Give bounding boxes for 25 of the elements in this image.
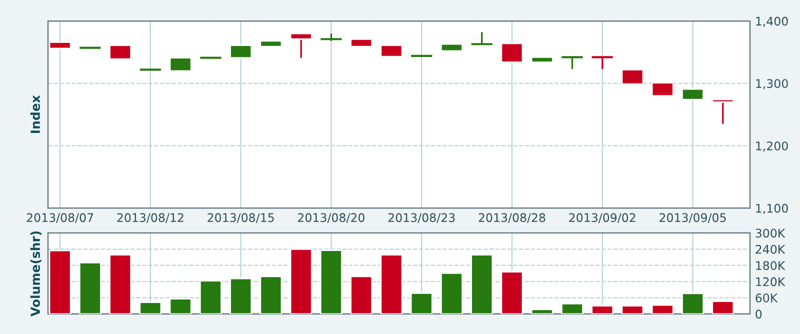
x-tick-label: 2013/08/12 — [117, 213, 184, 224]
y-tick-label: 1,100 — [756, 204, 788, 214]
y-axis-title: Index — [30, 95, 40, 133]
candlestick — [470, 31, 494, 46]
candlestick — [712, 98, 734, 125]
candlestick — [560, 56, 584, 70]
x-tick-label: 2013/08/23 — [388, 213, 455, 224]
candlestick — [590, 56, 614, 70]
y-tick-label: 240K — [756, 244, 786, 254]
x-tick-label: 2013/08/15 — [208, 213, 274, 224]
x-tick-label: 2013/09/02 — [569, 213, 636, 224]
candlestick — [290, 32, 312, 59]
y-tick-label: 1,300 — [756, 79, 788, 90]
y-axis-title: Volume(shr) — [30, 231, 42, 316]
y-tick-label: 0 — [756, 310, 762, 319]
y-tick-label: 120K — [756, 277, 786, 286]
y-tick-label: 300K — [756, 228, 786, 238]
y-tick-label: 1,200 — [756, 141, 788, 152]
y-tick-label: 1,400 — [756, 16, 788, 27]
y-tick-label: 180K — [756, 261, 786, 270]
x-tick-label: 2013/08/20 — [298, 213, 364, 224]
x-tick-label: 2013/09/05 — [660, 213, 726, 224]
y-tick-label: 60K — [756, 293, 778, 302]
x-tick-label: 2013/08/07 — [26, 213, 94, 224]
x-tick-label: 2013/08/28 — [478, 213, 546, 224]
